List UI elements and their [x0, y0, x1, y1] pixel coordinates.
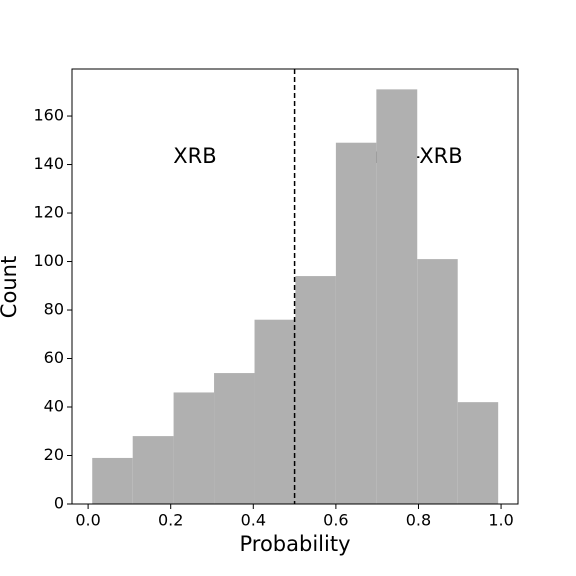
- bar: [295, 276, 336, 504]
- y-tick-label: 0: [54, 494, 64, 513]
- bar: [335, 142, 377, 504]
- x-tick-label: 0.6: [323, 511, 348, 530]
- bar: [376, 89, 418, 504]
- bar: [254, 319, 296, 504]
- x-tick-label: 0.8: [406, 511, 431, 530]
- bar: [92, 457, 133, 504]
- x-axis-label: Probability: [239, 532, 350, 556]
- y-tick-label: 40: [44, 397, 64, 416]
- bar: [132, 436, 174, 504]
- y-tick-label: 140: [33, 154, 64, 173]
- y-tick-label: 100: [33, 251, 64, 270]
- x-tick-label: 1.0: [488, 511, 513, 530]
- y-axis-label: Count: [0, 256, 21, 318]
- bar: [457, 402, 499, 504]
- plot-frame: [71, 68, 519, 505]
- x-tick-label: 0.2: [158, 511, 183, 530]
- bar: [173, 392, 215, 504]
- x-tick-label: 0.0: [75, 511, 100, 530]
- y-tick-label: 20: [44, 445, 64, 464]
- annotation: XRB: [173, 144, 216, 168]
- y-tick-label: 80: [44, 300, 64, 319]
- y-tick-label: 60: [44, 348, 64, 367]
- bar: [214, 373, 255, 504]
- x-tick-label: 0.4: [241, 511, 266, 530]
- y-tick-label: 160: [33, 106, 64, 125]
- bar: [417, 259, 458, 504]
- y-tick-label: 120: [33, 203, 64, 222]
